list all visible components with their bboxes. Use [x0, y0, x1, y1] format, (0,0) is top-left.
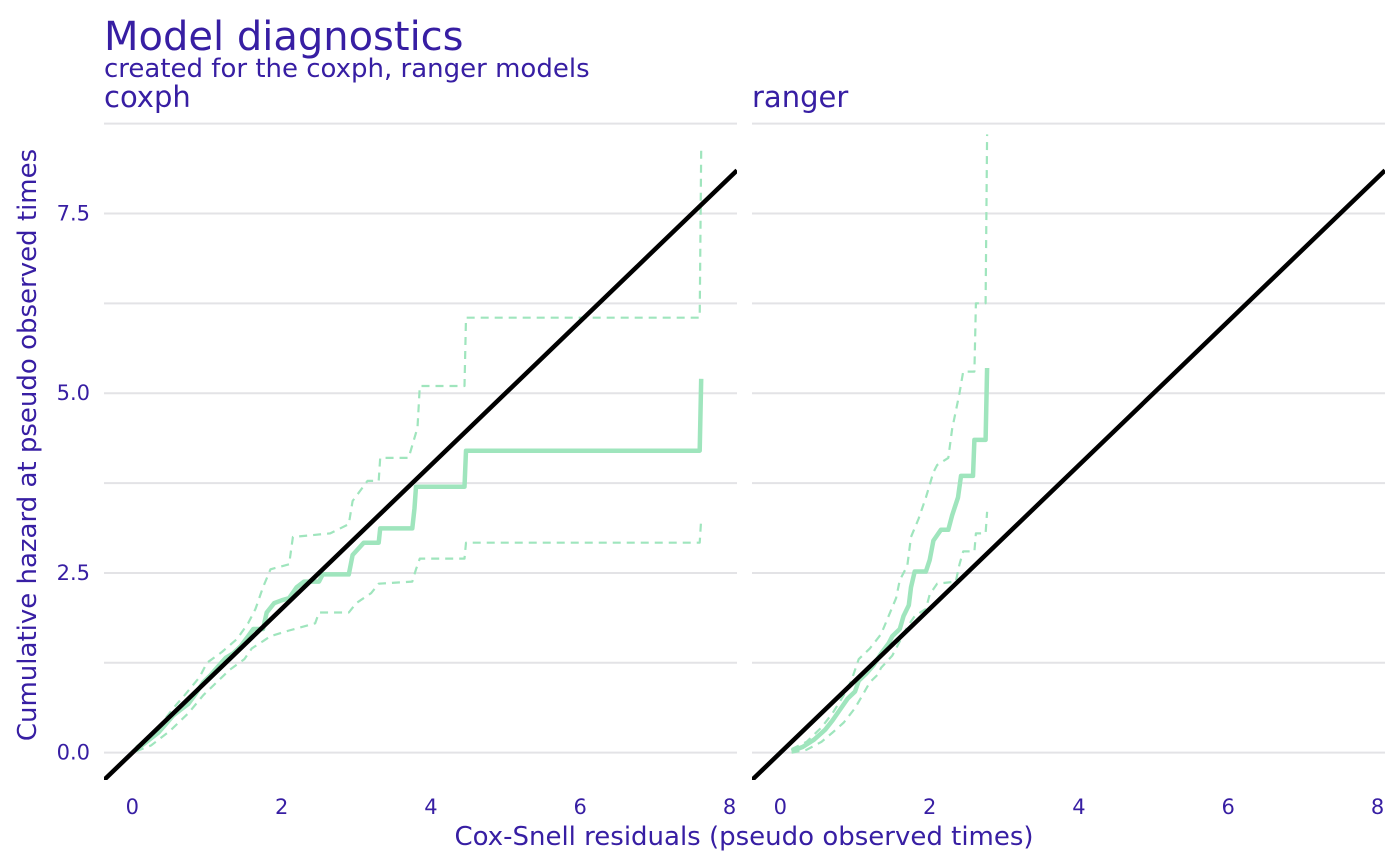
series-line-estimate	[790, 367, 990, 754]
x-tick-label: 0	[126, 795, 139, 819]
y-tick-label: 7.5	[57, 201, 90, 225]
x-tick-label: 8	[1371, 795, 1384, 819]
x-tick-label: 6	[574, 795, 587, 819]
panel-title-ranger: ranger	[752, 80, 848, 114]
series-line-upper-bound	[135, 148, 703, 748]
reference-line	[752, 168, 1385, 780]
x-axis-label: Cox-Snell residuals (pseudo observed tim…	[454, 822, 1033, 852]
x-tick-label: 8	[723, 795, 736, 819]
chart-subtitle: created for the coxph, ranger models	[104, 54, 590, 84]
x-tick-label: 4	[424, 795, 437, 819]
series-line-lower-bound	[135, 518, 703, 753]
y-axis-label: Cumulative hazard at pseudo observed tim…	[13, 149, 43, 741]
x-tick-label: 4	[1072, 795, 1085, 819]
x-tick-label: 0	[774, 795, 787, 819]
y-tick-label: 5.0	[57, 381, 90, 405]
series-line-upper-bound	[791, 134, 989, 751]
y-tick-label: 0.0	[57, 741, 90, 765]
x-tick-label: 6	[1222, 795, 1235, 819]
reference-line	[104, 168, 737, 780]
series-line-estimate	[134, 378, 704, 751]
x-tick-label: 2	[923, 795, 936, 819]
panel-title-coxph: coxph	[104, 80, 191, 114]
x-tick-label: 2	[275, 795, 288, 819]
y-tick-label: 2.5	[57, 561, 90, 585]
chart-title: Model diagnostics	[104, 14, 464, 60]
panel-ranger: 0 2 4 6 8	[752, 122, 1385, 819]
panel-coxph: 0 2 4 6 8 0.0 2.5 5.0 7.5	[57, 122, 737, 819]
